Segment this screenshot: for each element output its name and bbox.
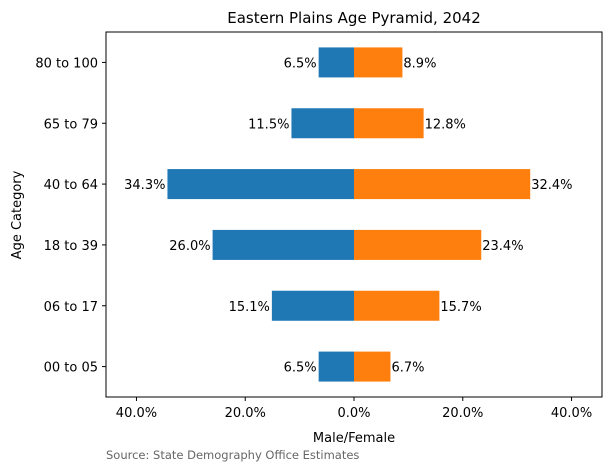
bar-male — [318, 47, 354, 78]
bar-male — [212, 229, 354, 260]
x-tick-label: 20.0% — [442, 406, 483, 421]
bar-female — [354, 108, 424, 139]
data-label-male: 15.1% — [229, 300, 270, 315]
source-note: Source: State Demography Office Estimate… — [106, 448, 359, 462]
y-tick-label: 65 to 79 — [44, 117, 98, 132]
bar-female — [354, 47, 403, 78]
y-tick-label: 00 to 05 — [44, 361, 98, 376]
bar-male — [291, 108, 354, 139]
y-tick-label: 40 to 64 — [44, 178, 98, 193]
bar-female — [354, 229, 482, 260]
data-label-female: 15.7% — [440, 300, 481, 315]
y-tick-label: 80 to 100 — [35, 56, 98, 71]
data-label-male: 6.5% — [284, 56, 317, 71]
data-label-female: 23.4% — [482, 239, 523, 254]
bar-male — [271, 290, 354, 321]
data-label-male: 6.5% — [284, 361, 317, 376]
x-tick-label: 20.0% — [225, 406, 266, 421]
x-axis-label: Male/Female — [313, 431, 395, 446]
bar-female — [354, 351, 391, 382]
data-label-male: 11.5% — [248, 117, 289, 132]
x-tick-label: 40.0% — [551, 406, 592, 421]
data-label-female: 8.9% — [403, 56, 436, 71]
data-label-male: 34.3% — [124, 178, 165, 193]
data-label-female: 32.4% — [531, 178, 572, 193]
chart-title: Eastern Plains Age Pyramid, 2042 — [227, 9, 481, 27]
bar-male — [318, 351, 354, 382]
y-tick-label: 18 to 39 — [44, 239, 98, 254]
bar-female — [354, 290, 440, 321]
axes-frame — [105, 31, 603, 398]
data-label-male: 26.0% — [169, 239, 210, 254]
bar-female — [354, 169, 531, 200]
y-axis-label: Age Category — [10, 170, 25, 259]
x-tick-label: 0.0% — [337, 406, 370, 421]
data-label-female: 6.7% — [391, 361, 424, 376]
data-label-female: 12.8% — [425, 117, 466, 132]
y-tick-label: 06 to 17 — [44, 300, 98, 315]
bar-male — [167, 169, 354, 200]
plot-area: 6.5% 15.1% 26.0% 34.3% 11.5% 6.5% 6.7% 15.7% 23.… — [35, 31, 603, 421]
x-tick-label: 40.0% — [116, 406, 157, 421]
